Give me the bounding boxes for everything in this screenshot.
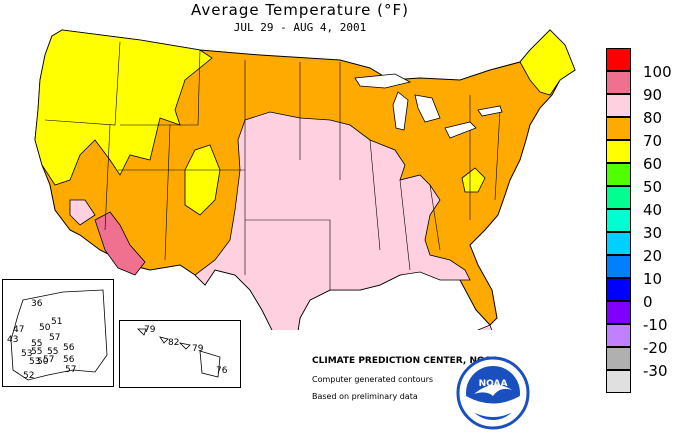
region-80s-california-strip: [69, 199, 96, 226]
legend-swatch: [606, 71, 631, 94]
legend-label: -20: [643, 339, 668, 357]
alaska-station-value: 56: [63, 355, 75, 365]
legend-swatch: [606, 255, 631, 278]
legend-swatch: [606, 370, 631, 393]
legend-label: 30: [643, 224, 663, 242]
legend-swatch: [606, 94, 631, 117]
region-60s-northeast: [519, 29, 576, 96]
region-90s-desert: [94, 211, 146, 276]
legend-swatch: [606, 347, 631, 370]
alaska-station-value: 55: [31, 339, 42, 349]
hawaii-station-value: 82: [168, 338, 179, 348]
state-boundaries: [44, 41, 501, 290]
hawaii-station-value: 76: [216, 366, 228, 376]
legend-label: 50: [643, 178, 663, 196]
map-title: Average Temperature (°F): [191, 1, 409, 19]
map-date-range: JUL 29 - AUG 4, 2001: [233, 21, 367, 34]
legend-label: 90: [643, 86, 663, 104]
alaska-station-value: 50: [39, 323, 51, 333]
alaska-station-value: 53: [29, 357, 40, 367]
alaska-station-value: 56: [63, 343, 75, 353]
legend-label: 100: [643, 63, 672, 81]
legend-label: -10: [643, 316, 668, 334]
region-80s-central: [194, 111, 471, 330]
legend-label: 0: [643, 293, 653, 311]
legend-swatch: [606, 48, 631, 71]
alaska-station-value: 57: [49, 333, 60, 343]
region-60s-northwest: [34, 29, 213, 186]
noaa-logo-text: NOAA: [479, 379, 508, 389]
legend-swatch: [606, 186, 631, 209]
alaska-station-value: 55: [47, 347, 58, 357]
legend-swatch: [606, 163, 631, 186]
legend-label: -30: [643, 362, 668, 380]
legend-label: 40: [643, 201, 663, 219]
legend-swatch: [606, 209, 631, 232]
alaska-station-value: 36: [31, 299, 43, 309]
alaska-station-value: 57: [65, 365, 76, 375]
legend-swatch: [606, 117, 631, 140]
alaska-station-value: 43: [7, 335, 18, 345]
alaska-outline: [10, 289, 108, 381]
credit-data: Based on preliminary data: [312, 392, 418, 401]
hawaii-inset: 79 82 79 76: [119, 320, 241, 388]
credit-contours: Computer generated contours: [312, 375, 434, 384]
alaska-station-value: 55: [31, 347, 42, 357]
contiguous-us-temperature-map: [34, 29, 576, 330]
alaska-station-value: 47: [13, 325, 24, 335]
legend-label: 80: [643, 109, 663, 127]
hawaii-islands: [137, 328, 221, 378]
legend-swatch: [606, 140, 631, 163]
alaska-station-value: 57: [43, 355, 54, 365]
region-60s-colorado: [184, 144, 221, 216]
noaa-logo: NOAA: [456, 356, 530, 430]
legend-swatch: [606, 278, 631, 301]
hawaii-station-values: 79 82 79 76: [144, 325, 228, 376]
legend-label: 60: [643, 155, 663, 173]
region-80s-florida: [477, 324, 493, 330]
legend-label: 10: [643, 270, 663, 288]
region-60s-appalachia: [461, 167, 486, 193]
legend-swatch: [606, 232, 631, 255]
hawaii-station-value: 79: [144, 325, 156, 335]
alaska-station-value: 51: [51, 317, 62, 327]
legend-label: 70: [643, 132, 663, 150]
hawaii-station-value: 79: [192, 344, 204, 354]
legend-swatch: [606, 301, 631, 324]
alaska-station-value: 53: [21, 349, 32, 359]
alaska-station-value: 52: [23, 371, 34, 381]
alaska-station-value: 50: [37, 357, 49, 367]
legend-swatch: [606, 324, 631, 347]
credit-center: CLIMATE PREDICTION CENTER, NOAA: [312, 356, 499, 366]
legend-label: 20: [643, 247, 663, 265]
great-lakes: [354, 73, 503, 139]
